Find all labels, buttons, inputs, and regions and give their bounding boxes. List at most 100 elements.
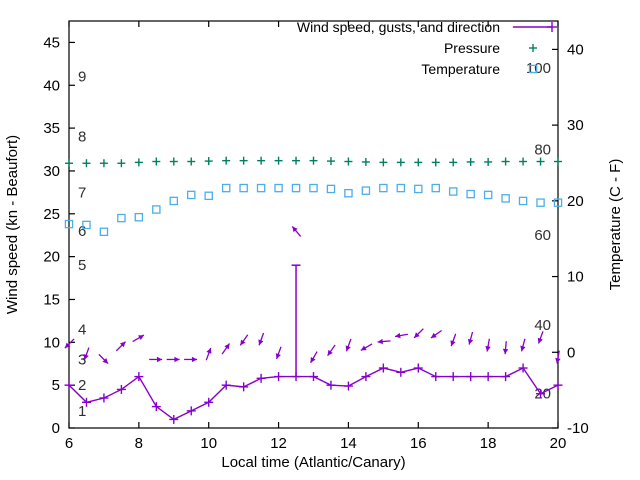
pressure-point [204, 157, 213, 166]
beaufort-label: 3 [78, 351, 86, 368]
pressure-point [187, 157, 196, 166]
pressure-point [484, 157, 493, 166]
x-tick-label: 12 [270, 435, 287, 452]
wind-direction-arrow [221, 343, 231, 355]
legend-label-2: Temperature [421, 61, 500, 77]
pressure-point [361, 157, 370, 166]
pressure-point [274, 156, 283, 165]
wind-speed-point [221, 380, 231, 390]
wind-speed-point [343, 381, 353, 391]
wind-direction-arrow [537, 331, 544, 344]
wind-speed-point [151, 402, 161, 412]
wind-direction-arrow [502, 341, 509, 355]
plot-frame [68, 20, 559, 429]
wind-direction-arrow [310, 351, 318, 364]
pressure-point [82, 159, 91, 168]
wind-direction-arrow [98, 353, 109, 365]
pressure-point [449, 158, 458, 167]
wind-direction-arrow [83, 347, 90, 361]
wind-direction-arrow [377, 338, 391, 345]
temperature-point [361, 186, 371, 195]
temperature-point [239, 183, 248, 193]
x-tick-label: 14 [340, 435, 357, 452]
y-tick-label: 30 [43, 163, 60, 180]
beaufort-label: 2 [78, 377, 86, 394]
wind-direction-arrow [184, 356, 198, 363]
temperature-point [501, 194, 510, 203]
temperature-point [117, 213, 126, 223]
y2-axis-title: Temperature (C - F) [607, 159, 624, 291]
pressure-point [152, 157, 161, 166]
fahrenheit-label: 80 [534, 142, 551, 159]
pressure-point [169, 157, 178, 166]
temperature-point [221, 183, 231, 193]
wind-speed-point [396, 367, 406, 377]
pressure-point [519, 157, 528, 166]
temperature-point [483, 190, 493, 200]
wind-speed-point [204, 397, 214, 407]
temperature-point [291, 183, 301, 193]
pressure-point [239, 156, 248, 165]
wind-speed-point [169, 414, 179, 424]
wind-speed-point [134, 372, 144, 382]
x-tick-label: 6 [65, 435, 73, 452]
wind-direction-arrow [327, 344, 336, 357]
fahrenheit-label: 40 [534, 317, 551, 334]
temperature-point [518, 196, 528, 206]
wind-direction-arrow [413, 328, 424, 339]
temperature-point [152, 205, 161, 214]
wind-direction-arrow [205, 347, 212, 361]
temperature-point [99, 227, 109, 237]
pressure-point [344, 157, 353, 166]
legend-label-0: Wind speed, gusts, and direction [297, 19, 500, 35]
pressure-point [134, 158, 143, 167]
wind-speed-point [81, 397, 91, 407]
pressure-point [326, 157, 335, 166]
beaufort-label: 4 [78, 321, 86, 338]
wind-direction-arrow [394, 332, 408, 339]
pressure-point [536, 157, 545, 166]
temperature-point [448, 187, 458, 196]
wind-speed-point [483, 372, 493, 382]
pressure-point [466, 157, 475, 166]
wind-speed-point [64, 380, 74, 390]
temperature-point [204, 191, 213, 201]
pressure-point [117, 159, 126, 168]
wind-speed-point [553, 380, 563, 390]
fahrenheit-label: 60 [534, 227, 551, 244]
pressure-point [396, 158, 405, 167]
y2-tick-label: -10 [567, 420, 589, 437]
wind-speed-point [378, 363, 388, 373]
legend-square-marker [528, 64, 538, 74]
temperature-point [396, 183, 406, 193]
x-tick-label: 16 [410, 435, 427, 452]
beaufort-label: 6 [78, 223, 86, 240]
wind-direction-arrow [275, 346, 282, 360]
x-tick-label: 18 [480, 435, 497, 452]
temperature-point [536, 198, 545, 207]
x-tick-label: 8 [135, 435, 143, 452]
wind-direction-arrow [291, 226, 302, 237]
x-axis-title: Local time (Atlantic/Canary) [221, 454, 405, 471]
temperature-point [553, 198, 563, 207]
pressure-point [414, 158, 423, 167]
temperature-point [134, 212, 144, 222]
y2-tick-label: 10 [567, 269, 584, 286]
y2-tick-label: 0 [567, 344, 575, 361]
wind-direction-arrow [555, 350, 561, 364]
temperature-point [466, 189, 475, 199]
y-tick-label: 15 [43, 291, 60, 308]
wind-speed-point [518, 363, 528, 373]
y2-tick-label: 40 [567, 41, 584, 58]
pressure-point [554, 157, 562, 166]
wind-direction-arrow [485, 338, 491, 352]
y-tick-label: 20 [43, 249, 60, 266]
pressure-point [222, 156, 231, 165]
wind-speed-point [361, 372, 371, 382]
temperature-point [414, 184, 423, 194]
temperature-point [82, 220, 91, 230]
wind-speed-point [448, 372, 458, 382]
wind-speed-point [239, 382, 249, 392]
